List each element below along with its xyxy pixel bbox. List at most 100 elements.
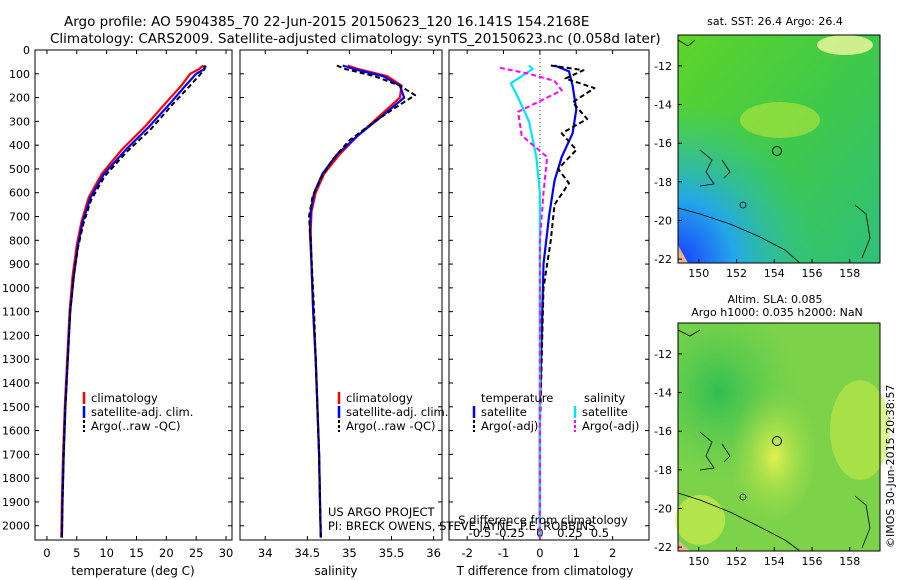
sla-map-subtitle: Argo h1000: 0.035 h2000: NaN	[691, 306, 863, 319]
legend-label-s-argo: Argo(-adj)	[582, 419, 639, 433]
series-line-argo-raw-qc-	[308, 64, 417, 538]
depth-tick-labels: 0 100 200 300 400 500 600 700 800 900 1000 1100 1200…	[2, 44, 649, 533]
x-tick-label: 15	[129, 546, 144, 560]
salinity-axes-frame	[239, 49, 443, 541]
legend-label-climatology: climatology	[346, 391, 413, 405]
depth-tick-label: 300	[9, 115, 30, 128]
legend-label-t-satellite: satellite	[481, 405, 527, 419]
depth-tick-label: 1300	[2, 353, 30, 366]
x-tick-label: 35.5	[379, 546, 405, 560]
lon-tick-label: 158	[839, 267, 860, 280]
x-tick-label: 35	[342, 546, 357, 560]
depth-tick-label: 500	[9, 163, 30, 176]
x-tick-label: 2	[609, 546, 616, 560]
x-tick-label: 34.5	[295, 546, 321, 560]
legend-label-argo: Argo(..raw -QC)	[346, 419, 436, 433]
series-line-t-argo-adj-	[538, 64, 596, 538]
x-tick-label: 34	[258, 546, 273, 560]
lat-tick-label: -16	[654, 425, 672, 438]
lat-tick-label: -12	[654, 60, 672, 73]
salinity-panel: 34 34.5 35 35.5 36 climatology satellite-adj…	[239, 49, 595, 578]
salinity-x-label: salinity	[314, 564, 357, 578]
series-line-climatology	[60, 64, 205, 538]
salinity-x-ticks: 34 34.5 35 35.5 36	[258, 50, 441, 560]
lat-tick-label: -14	[654, 99, 672, 112]
sst-map-lon-ticks: 150 152 154 156 158	[688, 259, 860, 280]
lat-tick-label: -22	[654, 541, 672, 554]
lat-tick-label: -14	[654, 387, 672, 400]
t-difference-x-ticks: -2 -1 0 1 2	[461, 50, 616, 560]
x-tick-label: 0	[536, 546, 543, 560]
depth-tick-label: 1100	[2, 306, 30, 319]
sla-map-lon-ticks: 150 152 154 156 158	[688, 547, 860, 568]
depth-tick-label: 200	[9, 92, 30, 105]
temperature-legend: climatology satellite-adj. clim. Argo(..…	[82, 391, 193, 433]
argo-position-marker-sla	[772, 436, 782, 446]
legend-label-argo: Argo(..raw -QC)	[91, 419, 181, 433]
legend-label-s-satellite: satellite	[582, 405, 628, 419]
lon-tick-label: 156	[802, 555, 823, 568]
depth-tick-label: 1900	[2, 496, 30, 509]
series-line-satellite-adj-clim-	[308, 64, 406, 538]
sst-map-lat-ticks: -12 -14 -16 -18 -20 -22	[654, 60, 682, 266]
legend-label-satellite: satellite-adj. clim.	[91, 405, 193, 419]
difference-series	[499, 64, 596, 538]
lon-tick-label: 154	[764, 555, 785, 568]
s-difference-x-label: S difference from climatology	[458, 513, 628, 527]
sla-map-frame	[677, 322, 881, 552]
salinity-series	[308, 64, 417, 538]
lat-tick-label: -12	[654, 348, 672, 361]
depth-tick-label: 1000	[2, 282, 30, 295]
x-tick-label: 30	[219, 546, 234, 560]
s-difference-tick-label: 0.5	[591, 526, 609, 540]
temperature-x-ticks: 0 5 10 15 20 25 30	[43, 50, 233, 560]
project-annotation-line1: US ARGO PROJECT	[328, 505, 436, 519]
t-difference-x-label: T difference from climatology	[456, 564, 634, 578]
x-tick-label: -1	[498, 546, 509, 560]
lat-tick-label: -18	[654, 464, 672, 477]
lon-tick-label: 156	[802, 267, 823, 280]
depth-tick-label: 1600	[2, 425, 30, 438]
sla-map-lat-ticks: -12 -14 -16 -18 -20 -22	[654, 348, 682, 554]
header-line2: Climatology: CARS2009. Satellite-adjuste…	[50, 31, 661, 47]
legend-label-t-argo: Argo(-adj)	[481, 419, 538, 433]
depth-tick-label: 800	[9, 234, 30, 247]
x-tick-label: 20	[159, 546, 174, 560]
series-line-s-argo-adj-	[499, 66, 563, 538]
s-difference-x-ticks: -0.5 -0.25 0 0.25 0.5	[469, 526, 609, 540]
lon-tick-label: 154	[764, 267, 785, 280]
s-difference-tick-label: -0.5	[469, 526, 491, 540]
temperature-axes-frame	[34, 49, 233, 541]
depth-tick-label: 1400	[2, 377, 30, 390]
sst-map-title: sat. SST: 26.4 Argo: 26.4	[707, 15, 843, 28]
sst-map-frame	[677, 34, 881, 264]
x-tick-label: 36	[426, 546, 441, 560]
lat-tick-label: -16	[654, 137, 672, 150]
project-annotation-line2: PI: BRECK OWENS, STEVE JAYNE, P.E. ROBBI…	[328, 519, 595, 533]
difference-panel: -2 -1 0 1 2 -0.5 -0.25 0 0.25 0.5 temperature sa…	[448, 49, 650, 578]
x-tick-label: 10	[99, 546, 114, 560]
series-line-s-satellite	[509, 64, 541, 538]
temperature-series	[60, 64, 207, 538]
depth-tick-label: 600	[9, 187, 30, 200]
x-tick-label: 25	[189, 546, 204, 560]
sst-map: sat. SST: 26.4 Argo: 26.4 -12 -14 -16 -18 -2…	[654, 15, 881, 280]
lon-tick-label: 158	[839, 555, 860, 568]
lon-tick-label: 152	[726, 555, 747, 568]
difference-axes-frame	[448, 49, 650, 541]
lat-tick-label: -20	[654, 214, 672, 227]
depth-tick-label: 1800	[2, 472, 30, 485]
argo-position-marker-sst	[772, 146, 782, 156]
credit-timestamp: ©IMOS 30-Jun-2015 20:38:57	[884, 384, 897, 548]
depth-tick-label: 0	[23, 44, 30, 57]
series-line-t-satellite	[538, 64, 578, 538]
x-tick-label: 1	[573, 546, 580, 560]
x-tick-label: 5	[73, 546, 80, 560]
sst-coastline	[677, 39, 871, 264]
depth-tick-label: 1200	[2, 329, 30, 342]
sla-map: Altim. SLA: 0.085 Argo h1000: 0.035 h200…	[654, 293, 890, 568]
difference-legend: temperature salinity satellite Argo(-adj…	[472, 391, 639, 433]
s-difference-tick-label: -0.25	[495, 526, 525, 540]
legend-header-temperature: temperature	[481, 391, 553, 405]
